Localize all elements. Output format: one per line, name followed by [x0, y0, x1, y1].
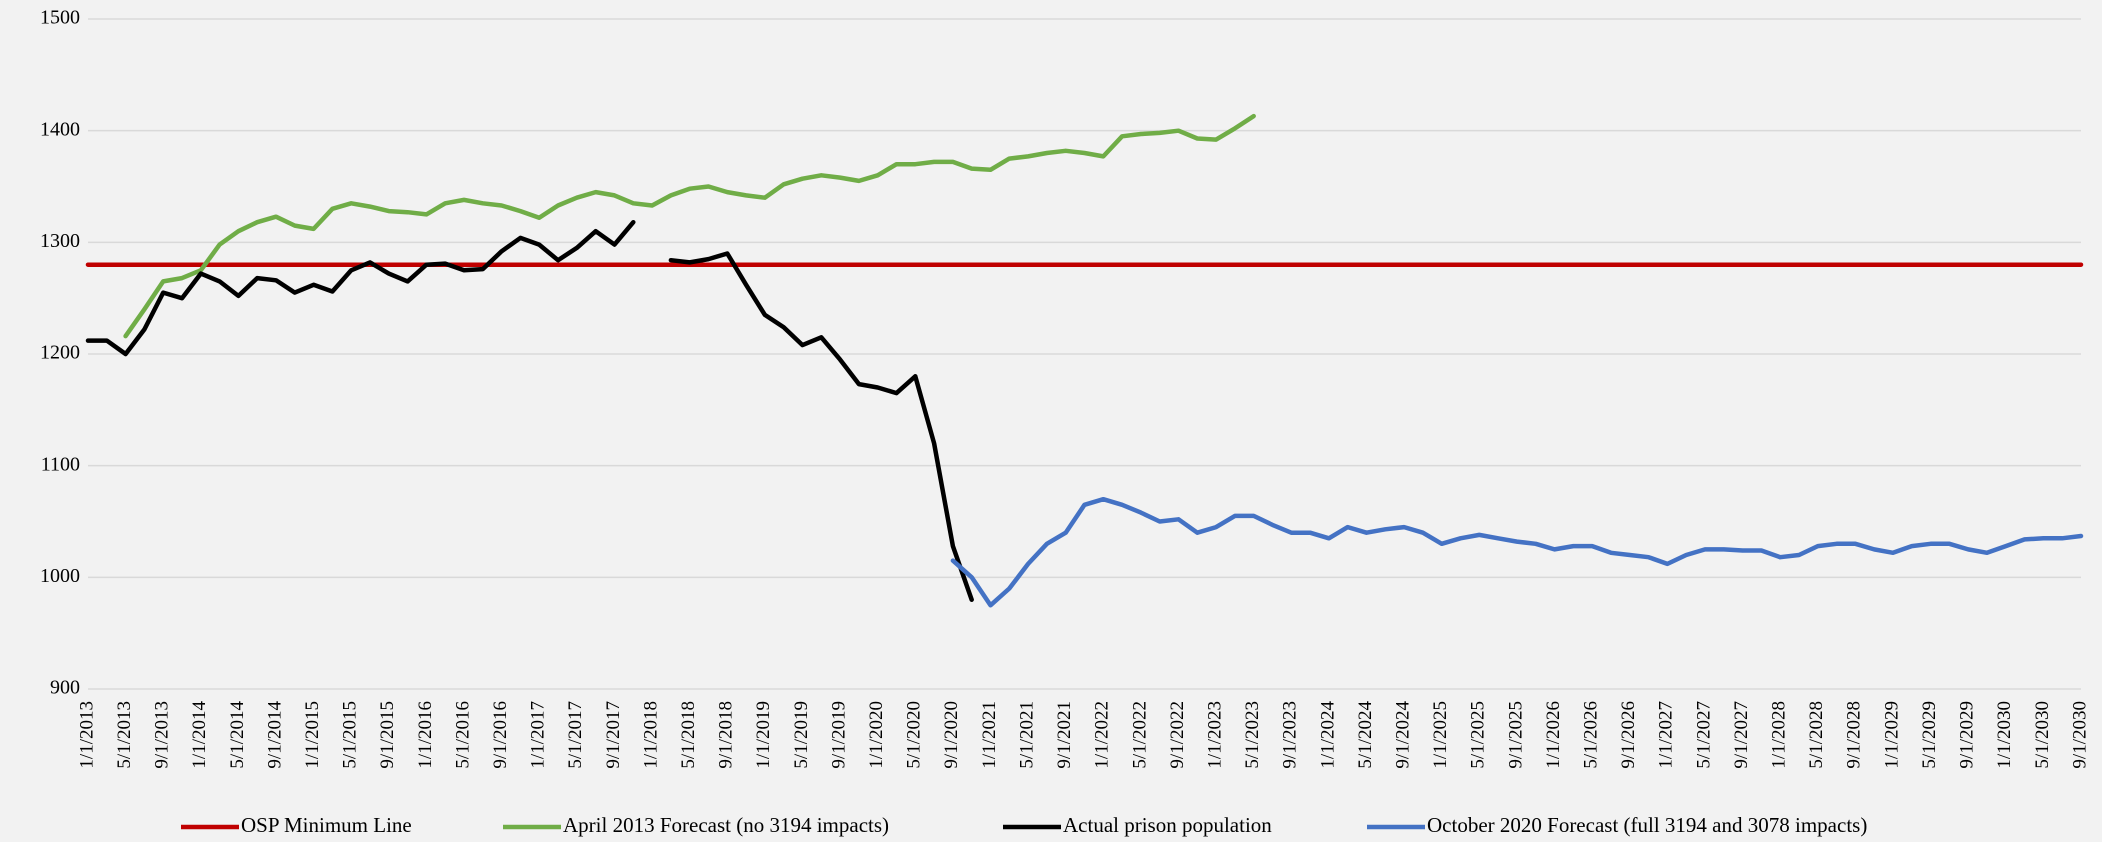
x-tick-label: 5/1/2021 [1016, 701, 1037, 769]
x-tick-label: 1/1/2016 [415, 701, 436, 769]
x-tick-label: 1/1/2023 [1204, 701, 1225, 769]
y-tick-label: 1400 [40, 118, 80, 140]
x-tick-label: 1/1/2015 [302, 701, 323, 769]
series-line [123, 113, 1256, 339]
x-tick-label: 1/1/2017 [528, 701, 549, 769]
x-tick-label: 5/1/2024 [1355, 701, 1376, 769]
x-tick-label: 9/1/2019 [828, 701, 849, 769]
x-tick-label: 9/1/2018 [716, 701, 737, 769]
x-tick-label: 5/1/2030 [2032, 701, 2053, 769]
x-tick-label: 9/1/2025 [1505, 701, 1526, 769]
x-tick-label: 5/1/2029 [1919, 701, 1940, 769]
x-tick-label: 9/1/2027 [1731, 701, 1752, 769]
x-tick-label: 9/1/2014 [264, 701, 285, 769]
x-tick-label: 5/1/2026 [1581, 701, 1602, 769]
x-tick-label: 5/1/2019 [791, 701, 812, 769]
x-tick-label: 5/1/2017 [565, 701, 586, 769]
x-tick-label: 9/1/2017 [603, 701, 624, 769]
x-tick-label: 9/1/2030 [2069, 701, 2090, 769]
x-tick-label: 9/1/2024 [1392, 701, 1413, 769]
x-tick-label: 5/1/2015 [340, 701, 361, 769]
x-tick-label: 5/1/2028 [1806, 701, 1827, 769]
x-tick-label: 9/1/2026 [1618, 701, 1639, 769]
x-tick-label: 5/1/2023 [1242, 701, 1263, 769]
x-tick-label: 9/1/2029 [1957, 701, 1978, 769]
x-tick-label: 1/1/2028 [1769, 701, 1790, 769]
y-tick-label: 1500 [40, 7, 80, 29]
y-tick-label: 1300 [40, 230, 80, 252]
x-tick-label: 1/1/2022 [1092, 701, 1113, 769]
y-tick-label: 1100 [41, 453, 80, 475]
x-tick-label: 9/1/2023 [1280, 701, 1301, 769]
x-tick-label: 5/1/2014 [227, 701, 248, 769]
x-tick-label: 1/1/2025 [1430, 701, 1451, 769]
x-tick-label: 1/1/2018 [640, 701, 661, 769]
x-tick-label: 9/1/2020 [941, 701, 962, 769]
x-tick-label: 1/1/2026 [1543, 701, 1564, 769]
y-tick-label: 1000 [40, 565, 80, 587]
x-tick-label: 9/1/2015 [377, 701, 398, 769]
x-tick-label: 1/1/2014 [189, 701, 210, 769]
x-tick-label: 1/1/2013 [76, 701, 97, 769]
legend-label: October 2020 Forecast (full 3194 and 307… [1427, 813, 1867, 837]
x-tick-label: 1/1/2024 [1317, 701, 1338, 769]
x-tick-label: 1/1/2021 [979, 701, 1000, 769]
y-tick-label: 1200 [40, 342, 80, 364]
x-tick-label: 5/1/2020 [904, 701, 925, 769]
x-tick-label: 9/1/2016 [490, 701, 511, 769]
x-tick-label: 5/1/2016 [452, 701, 473, 769]
series-line [950, 496, 2084, 608]
x-tick-label: 9/1/2021 [1054, 701, 1075, 769]
series-line [85, 219, 974, 602]
x-tick-label: 9/1/2028 [1844, 701, 1865, 769]
x-tick-label: 1/1/2019 [753, 701, 774, 769]
x-tick-label: 1/1/2020 [866, 701, 887, 769]
x-tick-label: 5/1/2025 [1468, 701, 1489, 769]
x-tick-label: 9/1/2022 [1167, 701, 1188, 769]
x-tick-label: 1/1/2030 [1994, 701, 2015, 769]
x-tick-label: 9/1/2013 [152, 701, 173, 769]
x-tick-label: 5/1/2018 [678, 701, 699, 769]
x-tick-label: 1/1/2027 [1656, 701, 1677, 769]
legend-label: April 2013 Forecast (no 3194 impacts) [563, 813, 889, 837]
y-tick-label: 900 [50, 677, 80, 699]
x-tick-label: 1/1/2029 [1881, 701, 1902, 769]
x-tick-label: 5/1/2022 [1129, 701, 1150, 769]
x-tick-label: 5/1/2013 [114, 701, 135, 769]
legend-label: Actual prison population [1063, 813, 1272, 837]
x-tick-label: 5/1/2027 [1693, 701, 1714, 769]
legend-label: OSP Minimum Line [241, 813, 412, 837]
